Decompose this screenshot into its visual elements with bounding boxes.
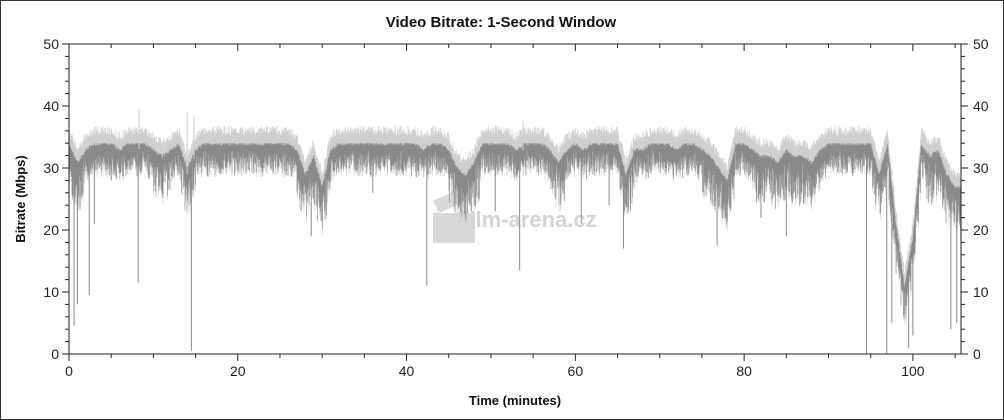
y-tick-label: 50 bbox=[43, 36, 59, 52]
watermark-text: Film-arena.cz bbox=[456, 207, 597, 232]
x-tick-label: 20 bbox=[230, 363, 246, 379]
x-tick-label: 0 bbox=[65, 363, 73, 379]
y-tick-label: 20 bbox=[43, 222, 59, 238]
y-tick-label: 30 bbox=[43, 160, 59, 176]
y-tick-label: 10 bbox=[43, 284, 59, 300]
x-tick-label: 100 bbox=[901, 363, 925, 379]
y-axis-label: Bitrate (Mbps) bbox=[13, 155, 28, 242]
y-tick-label-right: 10 bbox=[973, 284, 989, 300]
y-tick-label-right: 20 bbox=[973, 222, 989, 238]
y-tick-label-right: 40 bbox=[973, 98, 989, 114]
y-tick-label: 0 bbox=[51, 346, 59, 362]
x-tick-label: 80 bbox=[736, 363, 752, 379]
x-axis-label: Time (minutes) bbox=[469, 393, 561, 408]
chart-title: Video Bitrate: 1-Second Window bbox=[386, 14, 617, 31]
x-tick-label: 60 bbox=[568, 363, 584, 379]
y-tick-label: 40 bbox=[43, 98, 59, 114]
y-tick-label-right: 0 bbox=[973, 346, 981, 362]
x-tick-label: 40 bbox=[399, 363, 415, 379]
watermark-logo: Film-arena.cz bbox=[433, 183, 597, 243]
y-tick-label-right: 50 bbox=[973, 36, 989, 52]
y-tick-label-right: 30 bbox=[973, 160, 989, 176]
